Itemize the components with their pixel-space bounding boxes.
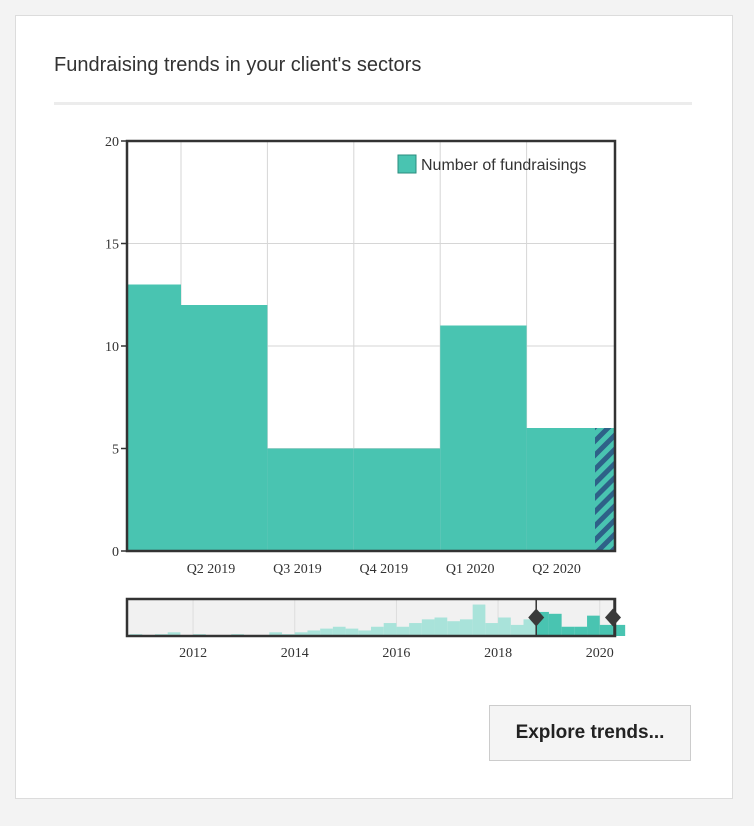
navigator-bar xyxy=(434,617,448,636)
navigator-left-handle[interactable] xyxy=(528,608,545,627)
navigator-bar xyxy=(345,628,359,636)
navigator-bar xyxy=(599,624,613,636)
card-title: Fundraising trends in your client's sect… xyxy=(54,54,422,76)
y-tick-label: 5 xyxy=(112,443,119,458)
navigator-bar xyxy=(358,630,371,636)
x-tick-label: Q4 2019 xyxy=(359,562,408,577)
navigator-bar xyxy=(459,619,473,636)
navigator-tick-label: 2012 xyxy=(179,646,207,661)
y-tick-label: 15 xyxy=(105,238,119,253)
navigator-tick-label: 2018 xyxy=(484,646,512,661)
navigator-bar xyxy=(332,626,346,636)
y-tick-label: 0 xyxy=(112,545,119,560)
navigator-bar xyxy=(307,630,321,636)
navigator-tick-label: 2016 xyxy=(382,646,410,661)
navigator-bar xyxy=(294,632,308,636)
navigator-bar xyxy=(421,619,435,636)
navigator-bar xyxy=(548,613,562,636)
x-tick-label: Q1 2020 xyxy=(446,562,495,577)
navigator-bar xyxy=(320,628,333,636)
title-divider xyxy=(54,102,692,105)
y-tick-label: 20 xyxy=(105,135,119,150)
area-bar-q2-2019 xyxy=(181,305,268,551)
x-tick-label: Q2 2020 xyxy=(532,562,581,577)
navigator-tick-label: 2020 xyxy=(586,646,614,661)
navigator-tick-label: 2014 xyxy=(281,646,309,661)
x-tick-label: Q3 2019 xyxy=(273,562,322,577)
area-bar-q1-2019 xyxy=(127,284,181,551)
navigator-bar xyxy=(574,626,588,636)
navigator-bar xyxy=(485,623,499,636)
navigator-bar xyxy=(510,624,524,636)
navigator-bar xyxy=(498,617,511,636)
area-bar-q4-2019 xyxy=(353,448,441,551)
partial-period-hatch xyxy=(595,428,615,551)
navigator-bar xyxy=(409,623,422,636)
x-tick-label: Q2 2019 xyxy=(187,562,236,577)
area-bar-q1-2020 xyxy=(440,325,527,551)
navigator-bar xyxy=(447,621,460,636)
area-bar-q3-2019 xyxy=(267,448,354,551)
navigator-bar xyxy=(396,626,410,636)
navigator-bar xyxy=(383,623,397,636)
legend-swatch xyxy=(397,154,417,174)
navigator-right-handle[interactable] xyxy=(605,608,621,627)
y-tick-label: 10 xyxy=(105,340,119,355)
navigator-bar xyxy=(371,626,384,636)
navigator-bar xyxy=(269,632,283,636)
legend-label: Number of fundraisings xyxy=(421,157,586,174)
navigator-bar xyxy=(472,604,486,636)
navigator-bar xyxy=(167,632,181,636)
chart-legend[interactable]: Number of fundraisings xyxy=(397,154,586,174)
navigator-bar xyxy=(561,626,575,636)
explore-trends-button[interactable]: Explore trends... xyxy=(489,705,691,761)
navigator-bar xyxy=(612,624,626,636)
navigator-bar xyxy=(523,619,537,636)
navigator-bar xyxy=(587,615,600,636)
area-bar-q2-2020 xyxy=(526,428,595,551)
